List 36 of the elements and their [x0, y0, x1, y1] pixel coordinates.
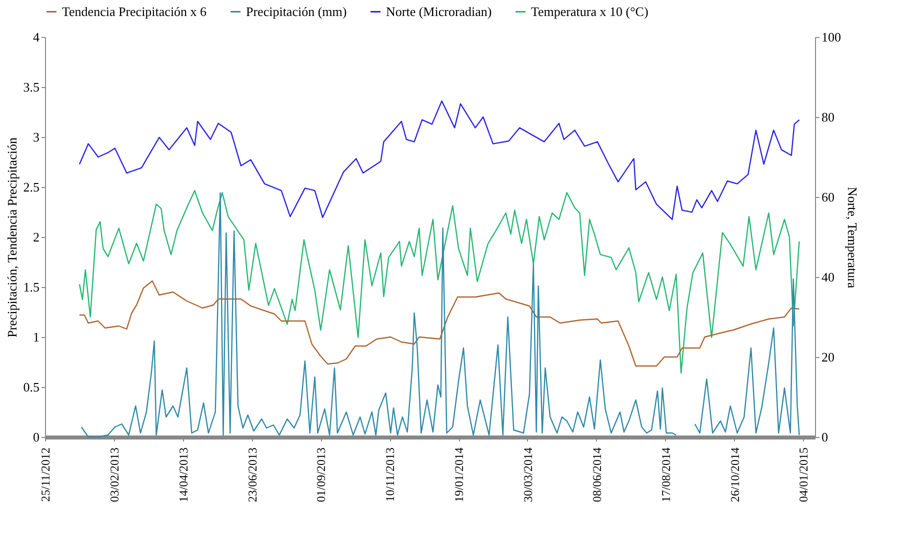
line-series	[78, 280, 800, 367]
x-tick-label: 23/06/2013	[245, 448, 260, 502]
y-tick-label: 0	[33, 430, 40, 444]
x-tick-label: 19/01/2014	[452, 448, 466, 502]
y-axis-title: Precipitación, Tendencia Precipitación	[4, 137, 20, 338]
y-tick-label: 3	[33, 130, 40, 144]
y2-tick-label: 60	[822, 190, 834, 204]
legend-label: Tendencia Precipitación x 6	[62, 4, 208, 19]
y2-tick-label: 20	[822, 350, 834, 364]
y2-tick-label: 80	[822, 110, 834, 124]
y-tick-label: 4	[33, 30, 40, 44]
x-tick-label: 17/08/2014	[658, 448, 673, 502]
x-tick-label: 03/02/2013	[107, 448, 122, 502]
x-tick-label: 14/04/2013	[176, 448, 190, 502]
y-tick-label: 2	[33, 230, 40, 244]
x-tick-label: 04/01/2015	[796, 448, 811, 502]
x-tick-label: 01/09/2013	[314, 448, 328, 502]
x-tick-label: 26/10/2014	[728, 448, 742, 502]
y2-tick-label: 100	[822, 30, 841, 44]
line-series	[78, 190, 800, 374]
x-tick-label: 25/11/2012	[38, 448, 52, 502]
y2-tick-label: 40	[822, 270, 834, 284]
y-tick-label: 2.5	[23, 180, 40, 194]
y-tick-label: 1	[33, 330, 40, 344]
line-series	[78, 100, 800, 220]
y2-tick-label: 0	[822, 430, 828, 444]
y-tick-label: 3.5	[23, 80, 40, 94]
y-tick-label: 0.5	[23, 380, 40, 394]
x-tick-label: 10/11/2013	[383, 448, 398, 502]
x-tick-label: 30/03/2014	[520, 448, 535, 502]
y-tick-label: 1.5	[23, 280, 40, 294]
y2-axis-title: Norte, Temperatura	[845, 186, 860, 288]
legend-label: Norte (Microradian)	[386, 4, 492, 19]
legend-label: Temperatura x 10 (°C)	[531, 4, 648, 19]
x-tick-label: 08/06/2014	[590, 448, 604, 502]
legend-label: Precipitación (mm)	[246, 4, 347, 19]
